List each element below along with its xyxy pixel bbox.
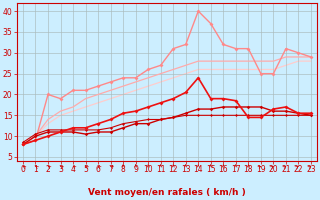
X-axis label: Vent moyen/en rafales ( km/h ): Vent moyen/en rafales ( km/h ) <box>88 188 246 197</box>
